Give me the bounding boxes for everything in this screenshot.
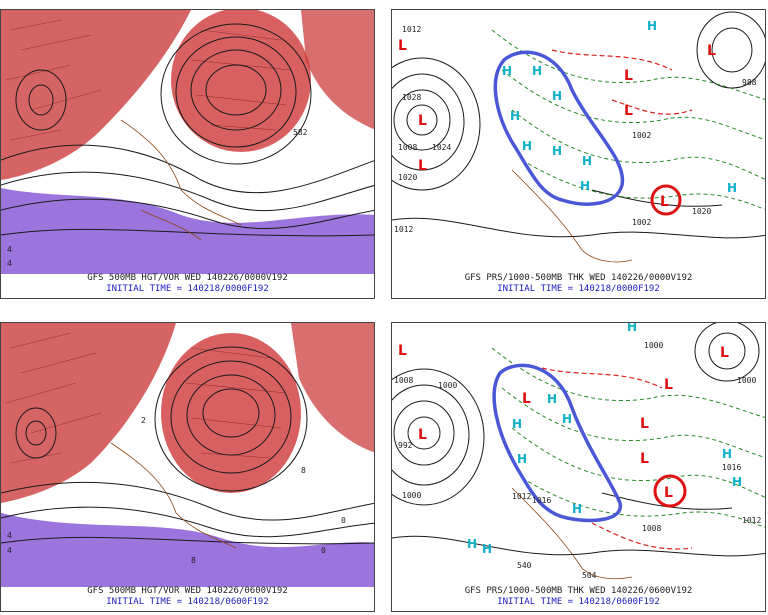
low-pressure-symbol: L	[660, 194, 669, 210]
low-pressure-symbol: L	[664, 377, 673, 393]
isobar-label: 1008	[398, 143, 417, 152]
isobar-label: 1024	[432, 143, 451, 152]
high-pressure-symbol: H	[502, 64, 512, 78]
contour-label: 4	[7, 531, 12, 540]
isobar-label: 1000	[402, 491, 421, 500]
low-pressure-symbol: L	[640, 416, 649, 432]
high-pressure-symbol: H	[467, 537, 477, 551]
thickness-label: 504	[582, 571, 597, 580]
low-pressure-symbol: L	[720, 345, 729, 361]
high-pressure-symbol: H	[582, 154, 592, 168]
high-pressure-symbol: H	[552, 89, 562, 103]
panel-title: GFS PRS/1000-500MB THK WED 140226/0600V1…	[464, 586, 693, 596]
contour-label: 8	[301, 466, 306, 475]
isobar-label: 988	[742, 78, 757, 87]
high-pressure-symbol: H	[517, 452, 527, 466]
isobar-label: 1000	[737, 376, 756, 385]
high-pressure-symbol: H	[647, 19, 657, 33]
pressure-map: L L L L L L L H H H H H H H H H H 1012 1…	[392, 10, 765, 274]
initial-time: INITIAL TIME = 140218/0600F192	[106, 597, 269, 607]
panel-pressure-thickness-06z: L L L L L L L L H H H H H H H H H H 1008…	[391, 322, 766, 612]
contour-label: 8	[191, 556, 196, 565]
high-pressure-symbol: H	[580, 179, 590, 193]
contour-label: 4	[7, 245, 12, 254]
low-pressure-symbol: L	[640, 451, 649, 467]
high-pressure-symbol: H	[627, 323, 637, 334]
low-pressure-symbol: L	[664, 485, 673, 501]
low-pressure-symbol: L	[398, 38, 407, 54]
high-pressure-symbol: H	[510, 109, 520, 123]
isobar-label: 1002	[632, 131, 651, 140]
isobar-label: 1020	[692, 207, 711, 216]
panel-title: GFS PRS/1000-500MB THK WED 140226/0000V1…	[464, 273, 693, 283]
low-pressure-symbol: L	[398, 343, 407, 359]
high-pressure-symbol: H	[552, 144, 562, 158]
panel-500mb-vorticity-06z: 4 4 2 8 0 0 8 GFS 500MB HGT/VOR WED 1402…	[0, 322, 375, 612]
contour-label: 0	[341, 516, 346, 525]
isobar-label: 1016	[532, 496, 551, 505]
initial-time: INITIAL TIME = 140218/0000F192	[497, 284, 660, 294]
contour-label: 0	[321, 546, 326, 555]
isobar-label: 1000	[644, 341, 663, 350]
low-pressure-symbol: L	[624, 103, 633, 119]
initial-time: INITIAL TIME = 140218/0000F192	[106, 284, 269, 294]
thickness-label: 540	[517, 561, 532, 570]
low-pressure-symbol: L	[522, 391, 531, 407]
contour-label: 4	[7, 259, 12, 268]
high-pressure-symbol: H	[572, 502, 582, 516]
isobar-label: 992	[398, 441, 413, 450]
contour-label: 582	[293, 128, 308, 137]
isobar-label: 1000	[438, 381, 457, 390]
high-pressure-symbol: H	[512, 417, 522, 431]
high-pressure-symbol: H	[562, 412, 572, 426]
isobar-label: 1028	[402, 93, 421, 102]
isobar-label: 1008	[394, 376, 413, 385]
isobar-label: 1012	[394, 225, 413, 234]
vorticity-map: 4 4 582	[1, 10, 374, 274]
low-pressure-symbol: L	[624, 68, 633, 84]
panel-500mb-vorticity-00z: 4 4 582 GFS 500MB HGT/VOR WED 140226/000…	[0, 9, 375, 299]
contour-label: 2	[141, 416, 146, 425]
vorticity-map: 4 4 2 8 0 0 8	[1, 323, 374, 587]
high-pressure-symbol: H	[547, 392, 557, 406]
panel-title: GFS 500MB HGT/VOR WED 140226/0600V192	[87, 586, 288, 596]
low-pressure-symbol: L	[707, 43, 716, 59]
low-pressure-symbol: L	[418, 113, 427, 129]
low-pressure-symbol: L	[418, 427, 427, 443]
panel-title: GFS 500MB HGT/VOR WED 140226/0000V192	[87, 273, 288, 283]
isobar-label: 1016	[722, 463, 741, 472]
isobar-label: 1012	[402, 25, 421, 34]
initial-time: INITIAL TIME = 140218/0600F192	[497, 597, 660, 607]
isobar-label: 1012	[512, 492, 531, 501]
pressure-map: L L L L L L L L H H H H H H H H H H 1008…	[392, 323, 765, 587]
high-pressure-symbol: H	[532, 64, 542, 78]
high-pressure-symbol: H	[722, 447, 732, 461]
contour-label: 4	[7, 546, 12, 555]
high-pressure-symbol: H	[732, 475, 742, 489]
panel-pressure-thickness-00z: L L L L L L L H H H H H H H H H H 1012 1…	[391, 9, 766, 299]
high-pressure-symbol: H	[482, 542, 492, 556]
high-pressure-symbol: H	[522, 139, 532, 153]
isobar-label: 1008	[642, 524, 661, 533]
isobar-label: 1002	[632, 218, 651, 227]
low-pressure-symbol: L	[418, 158, 427, 174]
high-pressure-symbol: H	[727, 181, 737, 195]
isobar-label: 1012	[742, 516, 761, 525]
isobar-label: 1020	[398, 173, 417, 182]
